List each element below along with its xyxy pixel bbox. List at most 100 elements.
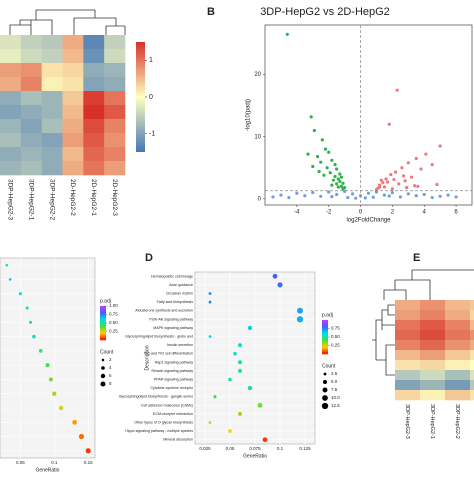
point: [424, 152, 428, 156]
y-tick-label: Insulin secretion: [167, 343, 193, 347]
heatmap-cell: [395, 310, 421, 321]
heatmap-cell: [62, 147, 84, 162]
heatmap-cell: [83, 63, 105, 78]
colorbar-step: [322, 338, 328, 341]
point: [389, 172, 393, 177]
x-tick-label: 0.025: [199, 446, 211, 451]
point: [339, 175, 344, 179]
point: [422, 192, 426, 197]
heatmap-cell: [83, 119, 105, 134]
heatmap-cell: [41, 161, 63, 176]
point: [343, 189, 347, 193]
heatmap-cell: [83, 77, 105, 92]
dendrogram: [383, 269, 474, 300]
heatmap-cell: [41, 63, 63, 78]
heatmap-cell: [41, 133, 63, 148]
heatmap-cell: [0, 91, 22, 106]
heatmap-cell: [83, 35, 105, 50]
point: [379, 178, 383, 182]
point: [409, 175, 414, 179]
y-tick-label: PPAR signaling pathway: [154, 377, 193, 381]
heatmap-cell: [420, 320, 446, 331]
y-tick-label: Cytokine-cytokine receptor: [150, 386, 193, 390]
heatmap-cell: [83, 91, 105, 106]
point: [330, 183, 334, 187]
dot: [208, 300, 212, 304]
y-tick-label: Circadian rhythm: [166, 291, 193, 295]
colorbar-step: [100, 312, 106, 315]
point: [387, 122, 391, 126]
heatmap-cell: [420, 300, 446, 311]
colorbar-step: [100, 306, 106, 308]
colorbar-step: [100, 334, 106, 337]
point: [311, 164, 315, 169]
point: [395, 88, 399, 92]
colorbar-step: [100, 328, 106, 331]
heatmap-cell: [395, 340, 421, 351]
point: [430, 163, 434, 167]
heatmap-cell: [104, 105, 126, 120]
colorbar-step: [100, 329, 106, 332]
point: [325, 166, 329, 170]
dot: [228, 377, 232, 382]
legend-label: 10.0: [331, 395, 340, 400]
heatmap-cell: [41, 49, 63, 64]
colorbar-step: [100, 319, 106, 322]
legend-dot: [100, 381, 106, 387]
point: [419, 167, 423, 171]
point: [378, 185, 382, 189]
x-tick-label: 0.125: [299, 446, 311, 451]
heatmap-cell: [470, 380, 474, 391]
heatmap-cell: [41, 35, 63, 50]
colorbar-step: [322, 337, 328, 339]
heatmap-cell: [0, 133, 22, 148]
colorbar-step: [322, 325, 328, 328]
heatmap-cell: [445, 370, 471, 381]
dot: [237, 360, 243, 365]
heatmap-cell: [470, 350, 474, 361]
heatmap-cell: [62, 119, 84, 134]
point: [341, 187, 345, 191]
heatmap-cell: [395, 370, 421, 381]
colorbar-step: [322, 330, 328, 333]
dot: [257, 402, 263, 408]
point: [335, 167, 339, 171]
colorbar-step: [100, 316, 106, 319]
heatmap-cell: [470, 330, 474, 341]
y-tick-label: 0: [258, 196, 262, 202]
heatmap-cell: [20, 105, 42, 120]
heatmap-cell: [0, 63, 22, 78]
y-tick-label: Relaxin signaling pathway: [151, 369, 193, 373]
heatmap-cell: [41, 77, 63, 92]
heatmap-cell: [104, 49, 126, 64]
point: [382, 193, 387, 197]
heatmap-cell: [420, 360, 446, 371]
panel-label: E: [413, 252, 420, 264]
colorbar-step: [322, 335, 328, 338]
legend-label: 12.5: [331, 403, 340, 408]
colorbar-step: [100, 307, 106, 310]
dot: [72, 419, 78, 425]
point: [406, 161, 410, 165]
point: [328, 171, 332, 175]
heatmap-cell: [445, 340, 471, 351]
legend-label: 0.25: [109, 329, 118, 334]
point: [317, 169, 321, 174]
point: [333, 163, 337, 167]
heatmap-cell: [41, 91, 63, 106]
heatmap-cell: [445, 310, 471, 321]
point: [435, 182, 439, 187]
heatmap-cell: [445, 330, 471, 341]
y-tick-label: Hippo signaling pathway - multiple speci…: [125, 429, 193, 433]
dot: [8, 278, 12, 281]
dot: [213, 395, 217, 399]
point: [306, 152, 310, 156]
heatmap-cell: [0, 105, 22, 120]
heatmap-cell: [20, 35, 42, 50]
heatmap-cell: [470, 390, 474, 401]
legend-label: 0.50: [109, 320, 118, 325]
point: [398, 195, 402, 199]
heatmap-cell: [20, 133, 42, 148]
legend-label: 0.25: [331, 343, 340, 348]
